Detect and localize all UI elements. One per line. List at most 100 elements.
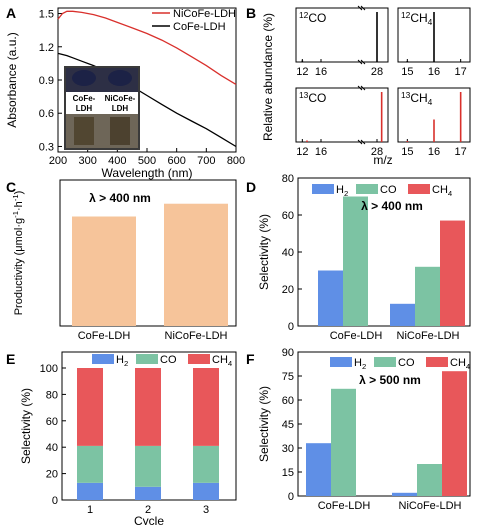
x-tick-label: 600 <box>167 155 185 167</box>
x-tick-label: 300 <box>78 155 96 167</box>
vial-cap-right <box>108 70 132 86</box>
label-part: CH <box>432 184 448 196</box>
label-part: 4 <box>466 362 471 371</box>
y-tick-label: 60 <box>282 395 294 407</box>
x-tick-label: 16 <box>315 66 327 78</box>
x-tick-label: NiCoFe-LDH <box>399 500 462 512</box>
label-part: CO <box>160 354 177 366</box>
y-axis-label: Absorbance (a.u.) <box>5 32 19 127</box>
selectivity-bar-h2 <box>390 303 415 326</box>
stacked-bar-h2 <box>135 486 161 500</box>
legend-swatch <box>426 357 448 367</box>
panel-label-e: E <box>6 351 15 367</box>
legend-label: CH4 <box>432 184 453 198</box>
y-tick-label: 60 <box>282 210 294 222</box>
legend-label: CO <box>380 184 397 196</box>
panel-c-frame <box>59 179 237 327</box>
label-part: H <box>336 184 344 196</box>
x-tick-label: CoFe-LDH <box>330 330 383 342</box>
label-part: 13 <box>401 90 411 100</box>
legend-label: CH4 <box>450 357 471 371</box>
selectivity-bar-co <box>415 266 440 326</box>
x-tick-label: 700 <box>197 155 215 167</box>
stacked-bar-ch4 <box>135 368 161 446</box>
x-tick-label: 200 <box>49 155 67 167</box>
stacked-bar-ch4 <box>77 368 103 446</box>
x-tick-label: 16 <box>428 146 440 158</box>
x-tick-label: NiCoFe-LDH <box>397 330 460 342</box>
label-part: 12 <box>401 10 411 20</box>
x-tick-label: 15 <box>401 146 413 158</box>
legend-label: H2 <box>336 184 348 198</box>
y-tick-label: 45 <box>282 419 294 431</box>
wavelength-annotation: λ > 500 nm <box>359 373 421 387</box>
label-part: 12 <box>299 10 309 20</box>
label-part: CH <box>410 91 427 105</box>
vial-label-strip <box>66 92 138 114</box>
label-part: CH <box>212 354 228 366</box>
label-part: -1 <box>11 211 20 218</box>
stacked-bar-co <box>135 445 161 487</box>
y-tick-label: 15 <box>282 467 294 479</box>
selectivity-bar-ch4 <box>442 371 467 496</box>
panel-label-d: D <box>246 179 256 195</box>
label-part: CO <box>398 357 415 369</box>
x-axis-label: m/z <box>373 153 392 167</box>
y-tick-label: 75 <box>282 371 294 383</box>
y-axis-label: Relative abundance (%) <box>261 13 275 141</box>
y-tick-label: 1.2 <box>39 42 54 54</box>
x-tick-label: 400 <box>108 155 126 167</box>
stacked-bar-ch4 <box>193 368 219 446</box>
vial-right <box>110 117 130 145</box>
y-tick-label: 90 <box>282 347 294 359</box>
label-part: H <box>116 354 124 366</box>
x-tick-label: CoFe-LDH <box>78 330 131 342</box>
x-axis-label: Wavelength (nm) <box>102 166 193 180</box>
stacked-bar-h2 <box>193 482 219 500</box>
x-tick-label: 12 <box>296 146 308 158</box>
label-part: CO <box>308 91 326 105</box>
axis-break-top <box>357 85 366 91</box>
x-tick-label: 16 <box>428 66 440 78</box>
y-tick-label: 0.3 <box>39 141 54 153</box>
legend-label: H2 <box>116 354 128 368</box>
vial-label: CoFe- <box>73 94 96 103</box>
y-tick-label: 80 <box>46 389 58 401</box>
panel-label-c: C <box>6 179 16 195</box>
x-tick-label: 28 <box>371 146 383 158</box>
y-tick-label: 20 <box>282 284 294 296</box>
subplot-label: 13CO <box>299 90 326 105</box>
y-tick-label: 80 <box>282 173 294 185</box>
selectivity-bar-h2 <box>306 443 331 496</box>
productivity-bar <box>72 216 136 326</box>
y-tick-label: 60 <box>46 416 58 428</box>
vial-label: LDH <box>112 104 129 113</box>
label-part: ) <box>13 191 25 195</box>
legend-label: NiCoFe-LDH <box>173 8 236 20</box>
x-tick-label: 16 <box>315 146 327 158</box>
vial-cap-left <box>72 70 96 86</box>
y-axis-label: Selectivity (%) <box>257 386 271 462</box>
panel-label-f: F <box>246 351 255 367</box>
vial-label: NiCoFe- <box>105 94 136 103</box>
vial-label: LDH <box>76 104 93 113</box>
label-part: CO <box>308 11 326 25</box>
stacked-bar-h2 <box>77 482 103 500</box>
x-tick-label: 17 <box>455 66 467 78</box>
legend-swatch <box>92 354 114 364</box>
label-part: CH <box>450 357 466 369</box>
label-part: 2 <box>344 189 348 198</box>
label-part: Productivity (μmol·g <box>13 218 25 315</box>
y-tick-label: 30 <box>282 443 294 455</box>
subplot-label: 12CH4 <box>401 10 433 27</box>
legend-label: CH4 <box>212 354 233 368</box>
x-tick-label: 500 <box>138 155 156 167</box>
legend-swatch <box>374 357 396 367</box>
selectivity-bar-ch4 <box>440 220 465 326</box>
x-tick-label: NiCoFe-LDH <box>165 330 228 342</box>
label-part: -1 <box>11 194 20 201</box>
label-part: ·h <box>13 201 25 211</box>
subplot-frame <box>295 87 389 143</box>
x-tick-label: 800 <box>227 155 245 167</box>
